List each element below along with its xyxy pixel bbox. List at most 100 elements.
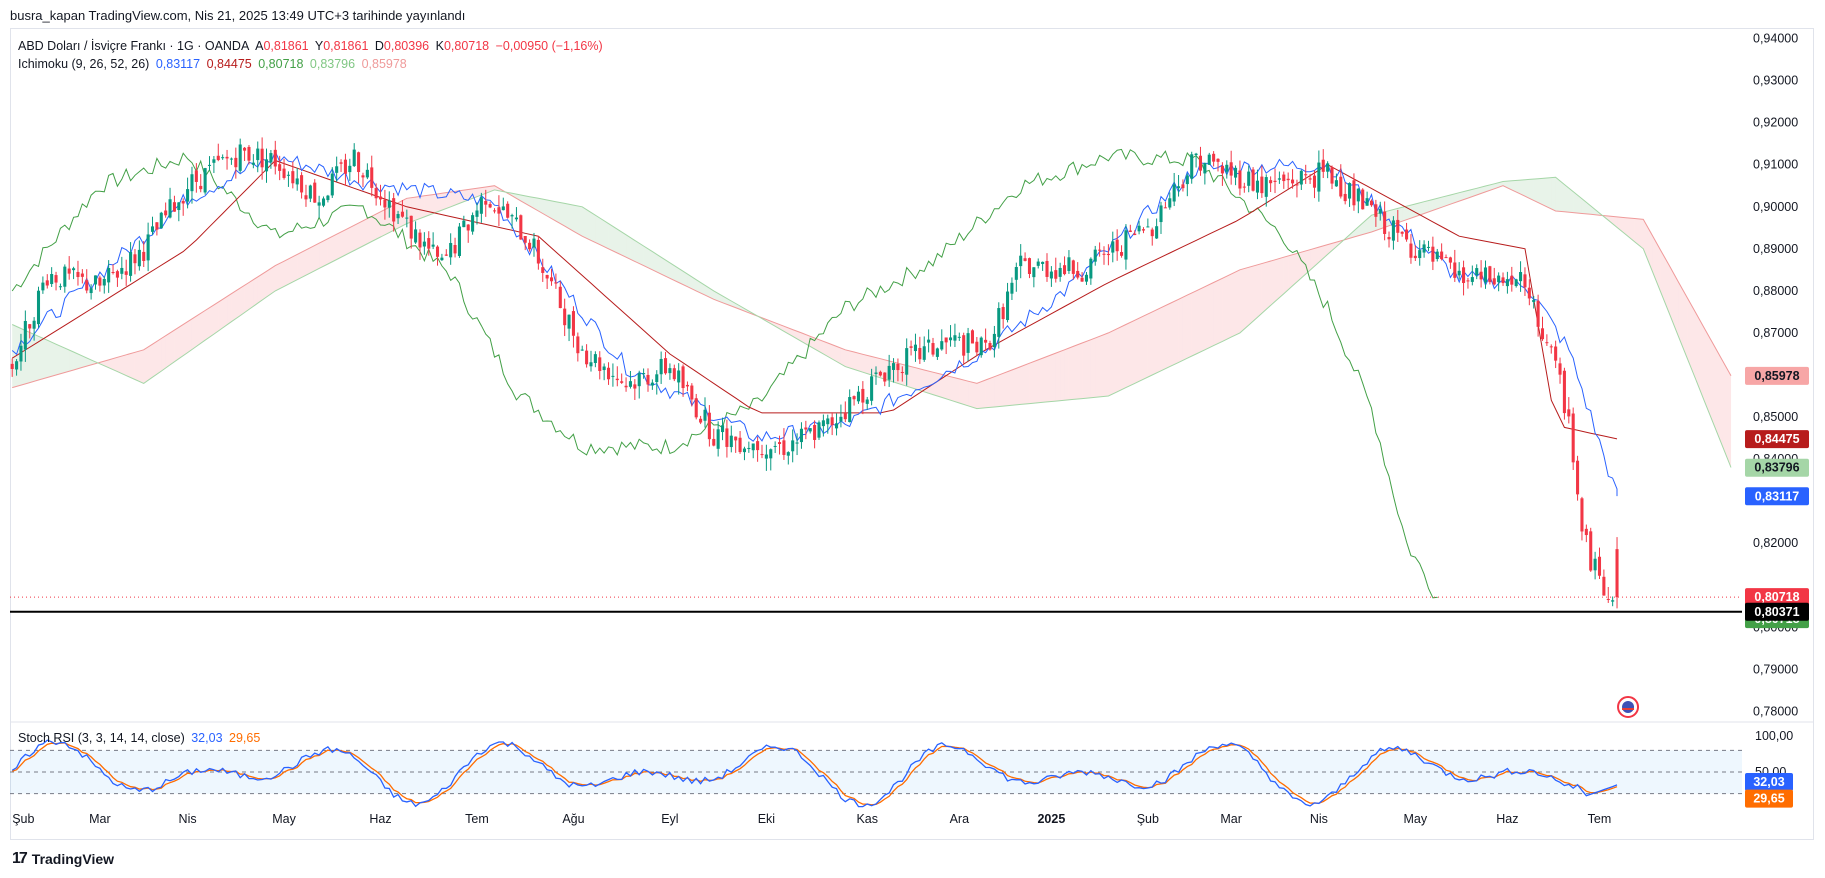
candle	[642, 368, 646, 379]
candle	[1036, 258, 1040, 269]
cloud-segment	[1467, 189, 1473, 199]
cloud-segment	[130, 352, 135, 380]
y-tick-label: 0,88000	[1753, 284, 1798, 298]
stoch-name[interactable]: Stoch RSI (3, 3, 14, 14, close)	[18, 731, 185, 745]
cloud-segment	[1437, 197, 1442, 209]
candle	[1041, 261, 1045, 271]
candle	[1567, 397, 1571, 424]
cloud-segment	[1656, 242, 1661, 293]
cloud-segment	[156, 338, 162, 375]
candle	[264, 148, 269, 183]
candle	[370, 155, 374, 197]
candle	[475, 202, 479, 225]
cloud-segment	[1261, 262, 1267, 314]
cloud-segment	[476, 187, 482, 197]
candle	[1063, 256, 1067, 276]
cloud-segment	[814, 337, 819, 352]
candle	[957, 332, 961, 341]
senkou-span-a-line	[11, 176, 1732, 468]
candle	[611, 363, 615, 387]
cloud-segment	[1647, 227, 1653, 271]
candle	[1580, 496, 1584, 541]
ichimoku-name[interactable]: Ichimoku (9, 26, 52, 26)	[18, 57, 150, 71]
candle	[962, 332, 966, 364]
cloud-segment	[1169, 301, 1175, 367]
footer-brand: 17 TradingView	[12, 850, 114, 868]
candle	[804, 420, 808, 440]
cloud-segment	[1581, 198, 1587, 214]
candle	[1203, 162, 1207, 185]
candle	[243, 147, 247, 162]
candle	[773, 441, 777, 454]
stoch-legend: Stoch RSI (3, 3, 14, 14, close) 32,03 29…	[18, 731, 263, 745]
candle	[747, 441, 751, 453]
cloud-segment	[1033, 359, 1039, 404]
candle	[1483, 260, 1488, 289]
cloud-segment	[183, 321, 188, 356]
cloud-segment	[1077, 343, 1083, 399]
candle	[593, 351, 597, 368]
candle	[1269, 176, 1273, 193]
cloud-segment	[77, 353, 83, 369]
cloud-segment	[1134, 318, 1140, 384]
cloud-segment	[946, 375, 951, 401]
cloud-segment	[1257, 263, 1262, 318]
candle	[1220, 162, 1224, 186]
candle	[712, 428, 716, 447]
cloud-segment	[994, 375, 999, 407]
symbol-label[interactable]: ABD Doları / İsviçre Frankı · 1G · OANDA	[18, 39, 250, 53]
cloud-segment	[1055, 351, 1061, 402]
candle	[598, 351, 602, 380]
candle	[1532, 296, 1536, 309]
cloud-segment	[1441, 196, 1447, 208]
candle	[628, 370, 632, 389]
candle	[278, 155, 282, 181]
candle	[554, 273, 558, 289]
cloud-segment	[783, 326, 789, 334]
cloud-segment	[433, 193, 438, 214]
cloud-segment	[1704, 328, 1710, 413]
candle	[852, 395, 856, 406]
cloud-segment	[419, 195, 425, 219]
cloud-segment	[205, 307, 210, 341]
senkou-span-b-line	[12, 185, 1732, 389]
y-tick-label: 0,94000	[1753, 32, 1798, 46]
candle	[1282, 171, 1286, 189]
candle	[216, 143, 220, 162]
candle	[190, 166, 194, 204]
candle	[1593, 551, 1597, 580]
y-tick-label: 0,91000	[1753, 158, 1798, 172]
cloud-segment	[621, 231, 627, 258]
cloud-segment	[319, 240, 324, 269]
candle	[843, 401, 847, 423]
candle	[1155, 218, 1159, 239]
candle	[532, 232, 536, 257]
cloud-segment	[954, 377, 960, 404]
candle	[1383, 201, 1387, 241]
cloud-segment	[595, 215, 600, 245]
candle	[1168, 192, 1172, 210]
candle	[339, 159, 343, 172]
candle	[966, 327, 970, 362]
candle	[1181, 179, 1185, 192]
cloud-segment	[1713, 344, 1718, 435]
candle	[1611, 596, 1615, 607]
cloud-segment	[270, 265, 276, 294]
candle	[1019, 244, 1023, 279]
price-tag-tenkan	[1745, 487, 1809, 506]
candle	[129, 242, 133, 282]
candle	[729, 425, 733, 453]
candle	[1304, 164, 1308, 184]
candle	[1505, 271, 1509, 294]
published-caption: busra_kapan TradingView.com, Nis 21, 202…	[10, 8, 466, 23]
cloud-segment	[1174, 299, 1179, 365]
cloud-segment	[1463, 190, 1468, 200]
cloud-segment	[937, 373, 942, 398]
cloud-segment	[257, 274, 263, 304]
candle	[1475, 264, 1479, 280]
candle	[1602, 569, 1606, 596]
cloud-segment	[170, 330, 175, 365]
candle	[992, 325, 996, 358]
cloud-segment	[213, 302, 219, 335]
